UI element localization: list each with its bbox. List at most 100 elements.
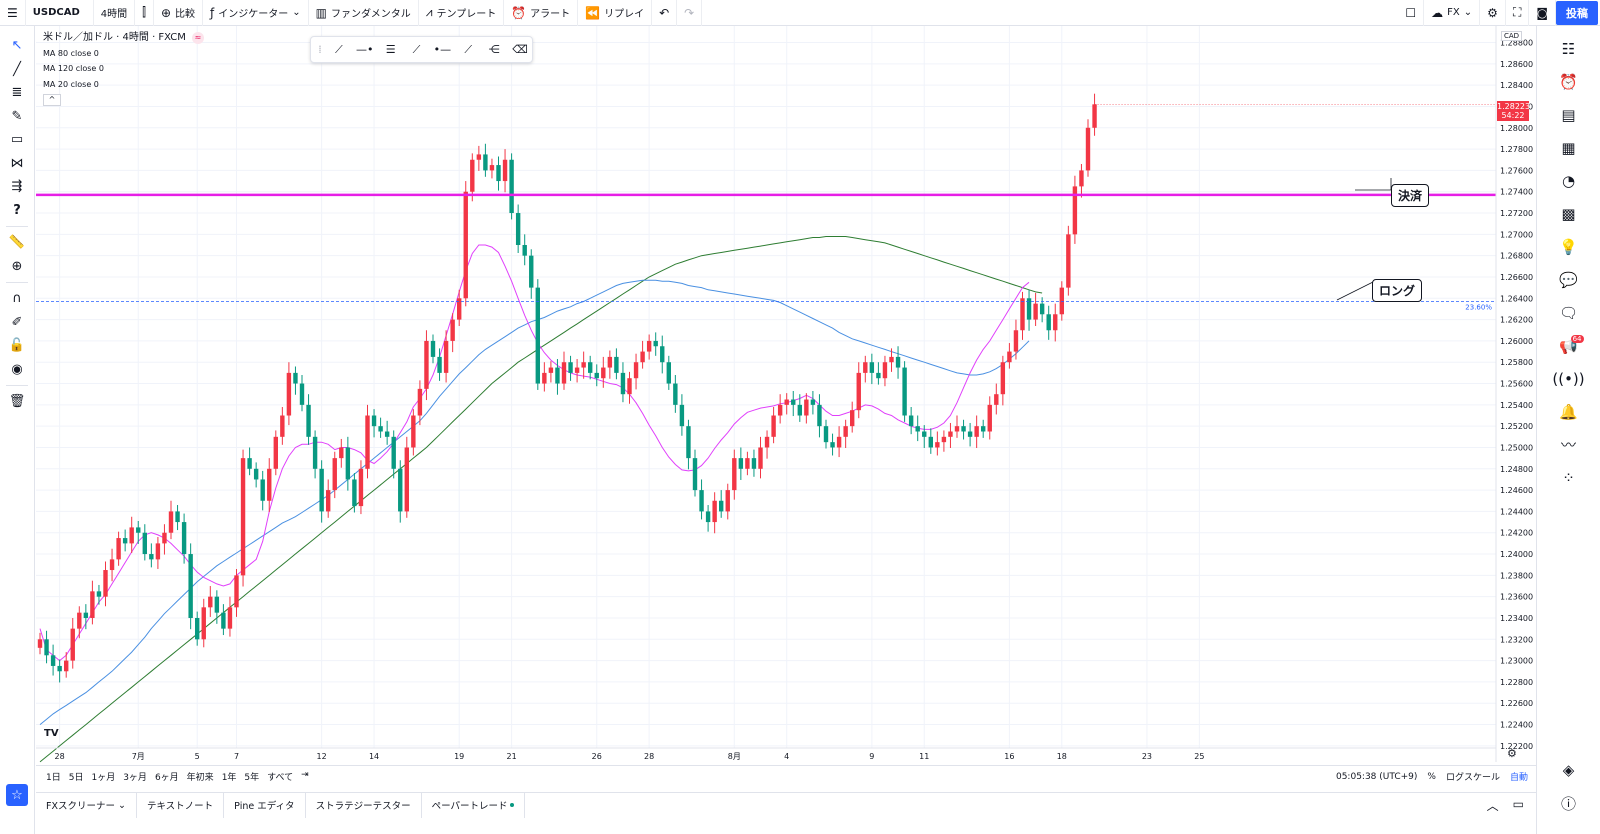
tab-paper-trading[interactable]: ペーパートレード: [422, 792, 526, 818]
price-tick-label: 1.28600: [1500, 60, 1533, 69]
pine-button[interactable]: 〰: [1554, 428, 1584, 461]
legend-ma20[interactable]: MA 20 close 0: [43, 79, 99, 89]
goto-date-button[interactable]: ⇥: [297, 770, 313, 783]
tab-strategy-tester[interactable]: ストラテジーテスター: [306, 792, 422, 818]
price-tick-label: 1.28000: [1500, 124, 1533, 133]
watchlist-button[interactable]: ☷: [1554, 32, 1584, 65]
tf-6m[interactable]: 6ヶ月: [154, 773, 179, 783]
favorites-button[interactable]: ☆: [6, 784, 28, 806]
ideas-button[interactable]: 💡: [1554, 230, 1584, 263]
redo-icon: ↷: [684, 5, 695, 20]
chats-button[interactable]: 🗨: [1554, 296, 1584, 329]
notifications-button[interactable]: 📢 64: [1554, 329, 1584, 362]
text-tool[interactable]: ▭: [0, 128, 35, 152]
collapse-panel-button[interactable]: ︿: [1487, 797, 1499, 814]
calendar-button[interactable]: ▩: [1554, 197, 1584, 230]
tf-3m[interactable]: 3ヶ月: [123, 773, 147, 783]
stay-drawing-tool[interactable]: ✐: [0, 311, 35, 335]
templates-button[interactable]: ⩘ テンプレート: [419, 0, 505, 26]
remove-tool[interactable]: 🗑: [0, 390, 35, 414]
pitchfork-button[interactable]: ⋲: [482, 39, 506, 61]
prediction-tool[interactable]: ⇶: [0, 175, 35, 199]
brush-tool[interactable]: ✎: [0, 105, 35, 129]
help-tool[interactable]: ?: [0, 199, 35, 223]
chart-type-button[interactable]: ⫿: [135, 0, 154, 26]
tf-5d[interactable]: 5日: [68, 773, 84, 783]
tf-1d[interactable]: 1日: [46, 773, 61, 783]
clock[interactable]: 05:05:38 (UTC+9): [1335, 771, 1418, 782]
status-right: 05:05:38 (UTC+9) % ログスケール 自動: [1335, 770, 1536, 784]
pattern-tool[interactable]: ⋈: [0, 152, 35, 176]
eraser-button[interactable]: ⌫: [508, 39, 532, 61]
streams-button[interactable]: 💬: [1554, 263, 1584, 296]
clock-icon: ◔: [1561, 171, 1576, 190]
help-button[interactable]: ⓘ: [1554, 787, 1584, 820]
symbol-description[interactable]: 米ドル／加ドル · 4時間 · FXCM: [43, 32, 186, 43]
axis-settings-button[interactable]: ⚙: [1507, 747, 1517, 760]
magnet-tool[interactable]: ∩: [0, 287, 35, 311]
layout-button[interactable]: ☐: [1398, 0, 1425, 26]
indicators-button[interactable]: ƒ インジケーター ⌄: [203, 0, 309, 26]
price-chart-svg[interactable]: 23.60%TV 1.288001.286001.284001.282001.2…: [36, 26, 1536, 766]
currency-label[interactable]: CAD: [1501, 31, 1523, 41]
news-button[interactable]: ▤: [1554, 98, 1584, 131]
bell-button[interactable]: 🔔: [1554, 395, 1584, 428]
extended-line-button[interactable]: ⟋: [456, 39, 480, 61]
broadcast-button[interactable]: ((•)): [1552, 362, 1584, 395]
chart-pane[interactable]: 23.60%TV 1.288001.286001.284001.282001.2…: [36, 26, 1533, 763]
symbol-search[interactable]: USDCAD: [26, 0, 94, 26]
hide-tool[interactable]: ◉: [0, 358, 35, 382]
redo-button[interactable]: ↷: [677, 0, 703, 26]
maximize-panel-button[interactable]: ▭: [1513, 797, 1524, 814]
tf-1m[interactable]: 1ヶ月: [91, 773, 116, 783]
ray-button[interactable]: ⟋: [405, 39, 429, 61]
channel-button[interactable]: ☰: [379, 39, 403, 61]
trendline-button[interactable]: ⟋: [327, 39, 351, 61]
alert-button[interactable]: ⏰ アラート: [504, 0, 579, 26]
legend-ma120[interactable]: MA 120 close 0: [43, 64, 104, 73]
replay-button[interactable]: ⏪ リプレイ: [578, 0, 653, 26]
ruler-tool[interactable]: 📏: [0, 231, 35, 255]
fullscreen-button[interactable]: ⛶: [1506, 0, 1530, 26]
hotlist-button[interactable]: ◔: [1554, 164, 1584, 197]
chevron-down-icon: ⌄: [1463, 7, 1473, 18]
callout-settle[interactable]: 決済: [1391, 184, 1430, 207]
lock-tool[interactable]: 🔓: [0, 334, 35, 358]
callout-long[interactable]: ロング: [1372, 279, 1423, 302]
alerts-button[interactable]: ⏰: [1554, 65, 1584, 98]
broker-button[interactable]: ☁ FX ⌄: [1424, 0, 1481, 26]
more-button[interactable]: ⁘: [1554, 461, 1584, 494]
percent-toggle[interactable]: %: [1427, 771, 1436, 782]
interval-button[interactable]: 4時間: [94, 0, 136, 26]
post-button[interactable]: 投稿: [1556, 0, 1598, 25]
price-axis[interactable]: 1.288001.286001.284001.282001.280001.278…: [1495, 26, 1533, 762]
settings-button[interactable]: ⚙: [1480, 0, 1506, 26]
zoom-tool[interactable]: ⊕: [0, 255, 35, 279]
cursor-tool[interactable]: ↖: [0, 34, 35, 58]
market-status-icon[interactable]: ≈: [191, 31, 204, 44]
horizontal-line-button[interactable]: •—: [430, 39, 454, 61]
horizontal-ray-button[interactable]: —•: [353, 39, 377, 61]
compare-button[interactable]: ⊕ 比較: [154, 0, 204, 26]
fundamentals-button[interactable]: ▥ ファンダメンタル: [309, 0, 419, 26]
tf-1y[interactable]: 1年: [221, 773, 237, 783]
legend-ma80[interactable]: MA 80 close 0: [43, 48, 99, 58]
drag-handle-icon[interactable]: ⁞: [318, 43, 322, 56]
layers-button[interactable]: ◈: [1554, 753, 1584, 786]
snapshot-button[interactable]: ◙: [1529, 0, 1556, 26]
log-scale-toggle[interactable]: ログスケール: [1445, 773, 1500, 783]
menu-button[interactable]: ☰: [0, 0, 26, 26]
datawindow-button[interactable]: ▦: [1554, 131, 1584, 164]
undo-button[interactable]: ↶: [652, 0, 678, 26]
tab-pine-editor[interactable]: Pine エディタ: [224, 792, 306, 818]
time-axis[interactable]: 28 7月 5 7 12 14 19 21 26 28 8月 4 9 11 16 18 23 25: [36, 747, 1496, 761]
tf-all[interactable]: すべて: [267, 773, 294, 783]
trendline-tool[interactable]: ╱: [0, 58, 35, 82]
tab-text-notes[interactable]: テキストノート: [137, 792, 225, 818]
tab-fx-screener[interactable]: FXスクリーナー ⌄: [36, 792, 137, 818]
tf-ytd[interactable]: 年初来: [186, 773, 214, 783]
auto-scale-toggle[interactable]: 自動: [1509, 773, 1528, 783]
fib-tool[interactable]: ≣: [0, 81, 35, 105]
legend-collapse-button[interactable]: ^: [43, 94, 61, 106]
tf-5y[interactable]: 5年: [244, 773, 260, 783]
